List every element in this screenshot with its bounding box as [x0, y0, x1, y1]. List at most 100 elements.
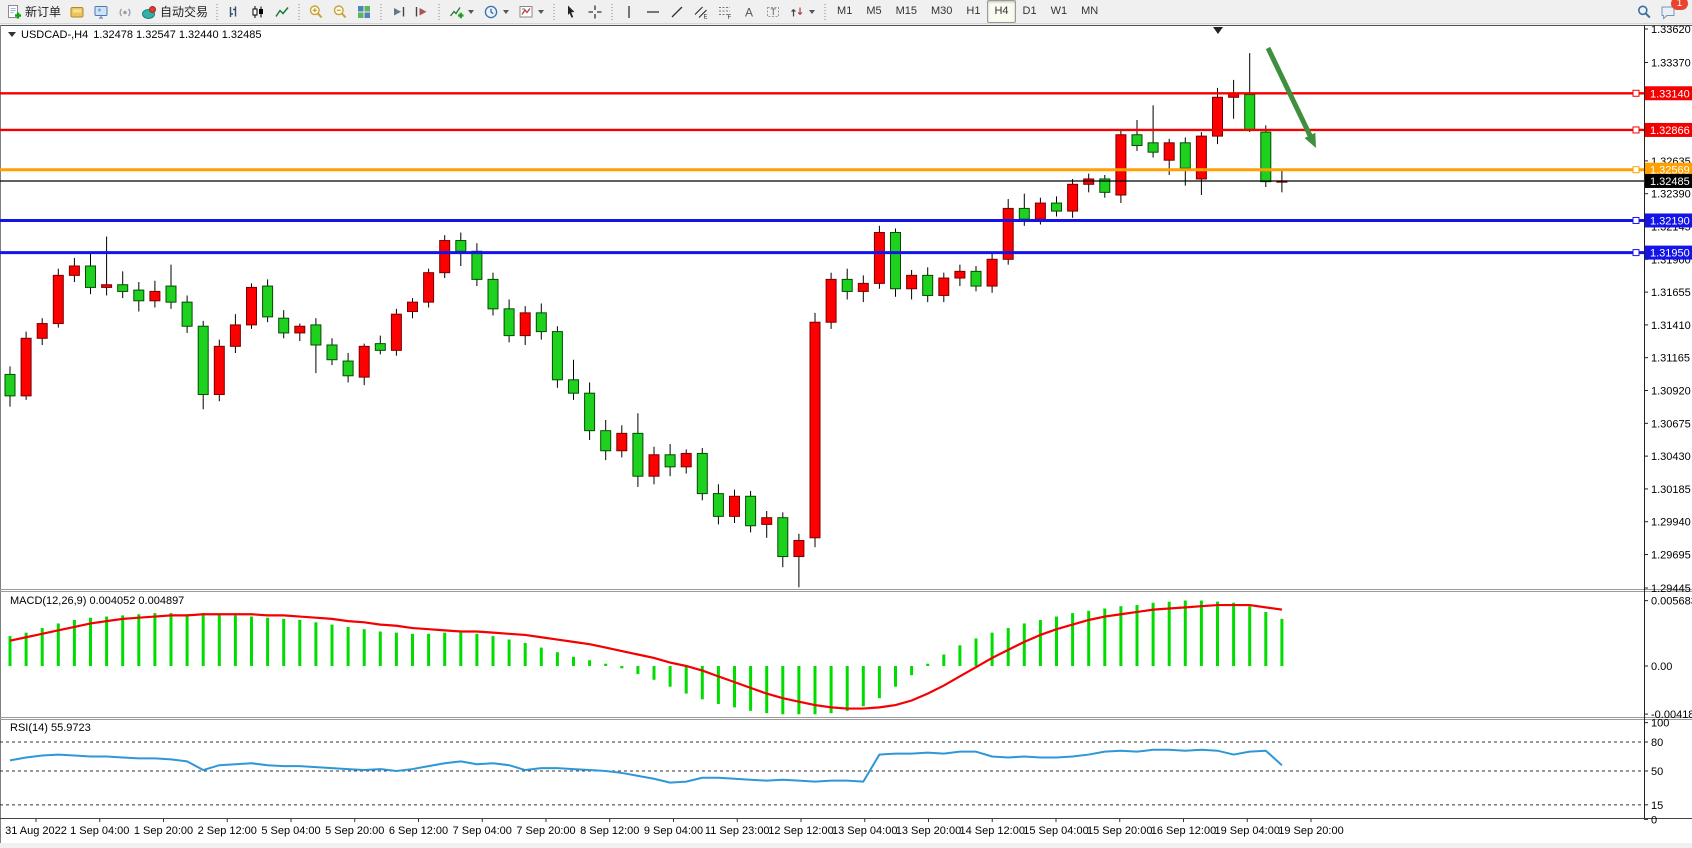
- candle-body: [696, 452, 708, 495]
- trend-arrow-head[interactable]: [1304, 132, 1316, 148]
- current-price-tag-label: 1.32485: [1650, 176, 1690, 188]
- svg-text:A: A: [745, 5, 753, 19]
- auto-trading-button[interactable]: 自动交易: [137, 0, 212, 23]
- auto-scroll-button[interactable]: [386, 0, 410, 23]
- chart-shift-button[interactable]: [410, 0, 434, 23]
- timeframe-w1-button[interactable]: W1: [1050, 5, 1068, 17]
- timeframe-d1-button[interactable]: D1: [1022, 5, 1037, 17]
- line-drag-handle[interactable]: [1632, 166, 1640, 174]
- chevron-down-icon[interactable]: [538, 10, 545, 17]
- charts-button[interactable]: [65, 0, 89, 23]
- price-tick-label: 1.30185: [1651, 484, 1691, 496]
- candle-body: [20, 337, 32, 397]
- candle-body: [1099, 178, 1111, 193]
- text-label-tool-button[interactable]: T: [761, 0, 785, 23]
- new-order-button[interactable]: 新订单: [2, 0, 65, 23]
- horizontal-line-tool-button[interactable]: [641, 0, 665, 23]
- timeframe-h1-button[interactable]: H1: [966, 5, 981, 17]
- chart-window-header[interactable]: USDCAD-,H4 1.32478 1.32547 1.32440 1.324…: [8, 28, 261, 41]
- line-drag-handle[interactable]: [1632, 216, 1640, 224]
- candle-body: [986, 258, 998, 287]
- price-tick-label: 1.30430: [1651, 451, 1691, 463]
- timeframe-m5-button[interactable]: M5: [866, 5, 882, 17]
- zoom-in-button[interactable]: [304, 0, 328, 23]
- window-edge: [0, 843, 1692, 848]
- chevron-down-icon[interactable]: [809, 10, 816, 17]
- signals-button[interactable]: [113, 0, 137, 23]
- candle-body: [680, 452, 692, 468]
- timeframe-h4-button[interactable]: H4: [987, 0, 1016, 23]
- arrows-tool-button[interactable]: [785, 0, 820, 23]
- candle-body: [857, 282, 869, 292]
- candle-body: [262, 285, 274, 318]
- timeframe-m30-button[interactable]: M30: [931, 5, 953, 17]
- candle-body: [551, 331, 563, 381]
- line-chart-button[interactable]: [270, 0, 294, 23]
- candle-body: [197, 325, 209, 396]
- rsi-tick-label: 15: [1651, 800, 1663, 812]
- timeframe-m15-button[interactable]: M15: [895, 5, 917, 17]
- cursor-tool-button[interactable]: [559, 0, 583, 23]
- line-drag-handle[interactable]: [1632, 126, 1640, 134]
- monitor-icon: [93, 4, 109, 20]
- arrows-icon: [789, 4, 805, 20]
- fibonacci-tool-button[interactable]: F: [713, 0, 737, 23]
- terminal-button[interactable]: [89, 0, 113, 23]
- auto-trading-label: 自动交易: [160, 5, 209, 19]
- candle-body: [1067, 183, 1079, 212]
- timeframe-mn-button[interactable]: MN: [1081, 5, 1099, 17]
- periods-button[interactable]: [479, 0, 514, 23]
- crosshair-tool-button[interactable]: [583, 0, 607, 23]
- price-tick-label: 1.30920: [1651, 386, 1691, 398]
- channel-tool-button[interactable]: E: [689, 0, 713, 23]
- chevron-down-icon[interactable]: [503, 10, 510, 17]
- candlestick-button[interactable]: [246, 0, 270, 23]
- candle-body: [1260, 131, 1272, 183]
- candle-body: [938, 277, 950, 296]
- notifications-button[interactable]: 1: [1656, 0, 1688, 23]
- line-drag-handle[interactable]: [1632, 249, 1640, 257]
- trend-arrow-line[interactable]: [1265, 46, 1314, 141]
- candle-body: [342, 360, 354, 377]
- candle-body: [922, 274, 934, 296]
- candle-body: [101, 284, 113, 288]
- price-level-tag: [1645, 213, 1692, 228]
- candle-body: [407, 301, 418, 313]
- time-tick-label: 8 Sep 12:00: [580, 825, 639, 837]
- text-tool-button[interactable]: A: [737, 0, 761, 23]
- timeframe-m1-button[interactable]: M1: [837, 5, 853, 17]
- crosshair-icon: [587, 4, 603, 20]
- templates-button[interactable]: [514, 0, 549, 23]
- tile-windows-button[interactable]: [352, 0, 376, 23]
- zoom-out-button[interactable]: [328, 0, 352, 23]
- line-drag-handle[interactable]: [1632, 89, 1640, 97]
- rsi-label: RSI(14) 55.9723: [10, 722, 91, 734]
- toolbar-separator: [436, 1, 443, 22]
- chart-shift-marker[interactable]: [1213, 27, 1223, 34]
- candle-body: [374, 343, 386, 351]
- bar-chart-button[interactable]: [222, 0, 246, 23]
- collapse-chart-icon[interactable]: [8, 32, 16, 41]
- vertical-line-tool-button[interactable]: [617, 0, 641, 23]
- toolbar-separator: [378, 1, 385, 22]
- new-order-icon: [6, 4, 22, 20]
- search-button[interactable]: [1632, 0, 1656, 23]
- candle-body: [455, 240, 467, 252]
- candle-body: [36, 323, 48, 339]
- chevron-down-icon[interactable]: [468, 10, 475, 17]
- auto-scroll-icon: [390, 4, 406, 20]
- indicators-button[interactable]: [444, 0, 479, 23]
- time-tick-label: 15 Sep 04:00: [1023, 825, 1088, 837]
- price-level-tag: [1645, 86, 1692, 101]
- time-tick-label: 13 Sep 20:00: [896, 825, 961, 837]
- candle-body: [117, 284, 129, 292]
- candle-body: [568, 379, 579, 394]
- time-tick-label: 2 Sep 12:00: [198, 825, 257, 837]
- time-tick-label: 13 Sep 04:00: [832, 825, 897, 837]
- chart-ohlc-readout: 1.32478 1.32547 1.32440 1.32485: [93, 28, 262, 41]
- candle-body: [1244, 94, 1256, 130]
- candle-body: [471, 250, 483, 280]
- trendline-tool-button[interactable]: [665, 0, 689, 23]
- price-tick-label: 1.31410: [1651, 320, 1691, 332]
